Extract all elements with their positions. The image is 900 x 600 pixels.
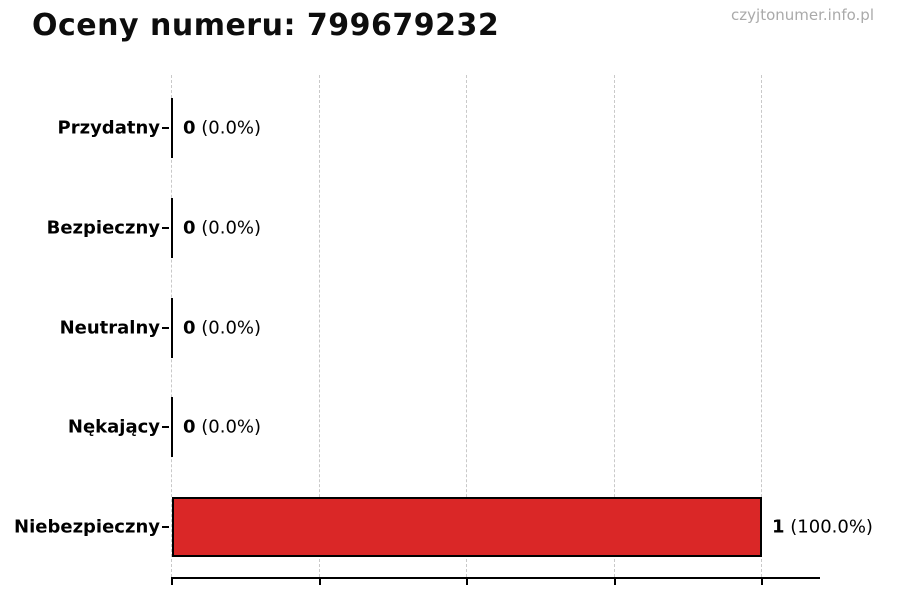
y-axis-tick [162,227,169,229]
y-axis-tick [162,526,169,528]
gridline [318,75,320,577]
zero-bar [171,198,173,258]
zero-bar [171,298,173,358]
x-axis [171,577,820,579]
value-percent: (0.0%) [201,416,262,438]
value-count: 0 [183,117,196,139]
y-axis-tick [162,127,169,129]
y-axis-tick [162,426,169,428]
chart-title: Oceny numeru: 799679232 [32,8,500,43]
category-label: Niebezpieczny [14,516,160,538]
x-axis-tick [318,578,321,585]
zero-bar [171,98,173,158]
value-percent: (100.0%) [790,516,873,538]
gridline [466,75,467,577]
x-axis-tick [761,578,763,585]
category-label: Neutralny [59,317,160,339]
value-count: 1 [772,516,785,538]
value-label: 1 (100.0%) [772,517,873,538]
value-percent: (0.0%) [201,317,262,339]
value-count: 0 [183,217,196,239]
gridline [761,75,762,577]
x-axis-tick [466,578,468,585]
category-label: Bezpieczny [46,217,160,239]
value-percent: (0.0%) [201,217,262,239]
value-count: 0 [183,416,196,438]
value-label: 0 (0.0%) [183,218,261,239]
value-label: 0 (0.0%) [183,118,261,139]
category-label: Przydatny [57,117,160,139]
watermark: czyjtonumer.info.pl [731,6,874,24]
zero-bar [171,397,173,457]
gridline [613,75,615,577]
value-label: 0 (0.0%) [183,318,261,339]
y-axis-tick [162,327,169,329]
bar [172,497,762,557]
category-label: Nękający [67,416,160,438]
x-axis-tick [613,578,616,585]
value-count: 0 [183,317,196,339]
value-percent: (0.0%) [201,117,262,139]
value-label: 0 (0.0%) [183,417,261,438]
x-axis-tick [171,578,173,585]
